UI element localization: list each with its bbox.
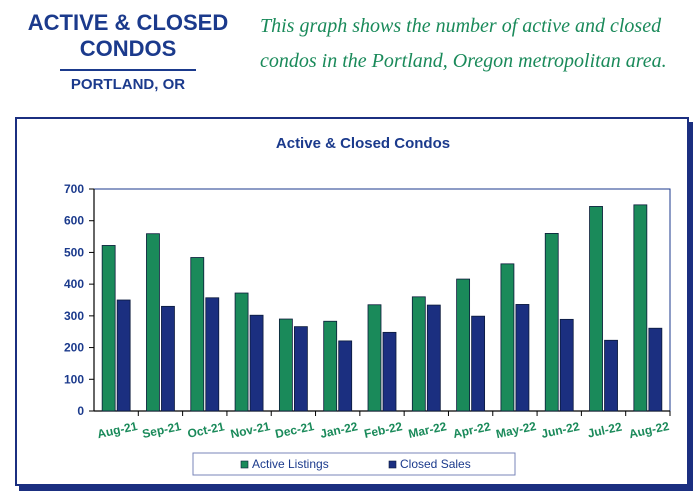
legend-closed-sales-swatch bbox=[388, 460, 397, 469]
x-tick-label: Feb-22 bbox=[363, 419, 404, 441]
bar-closed-sales bbox=[426, 304, 441, 412]
bar-closed-sales bbox=[604, 339, 618, 412]
x-tick-label: May-22 bbox=[495, 419, 538, 441]
bar-closed-sales bbox=[382, 331, 397, 412]
x-tick-label: Apr-22 bbox=[452, 419, 492, 441]
y-tick-label: 200 bbox=[64, 341, 84, 355]
bar-closed-sales bbox=[559, 318, 574, 412]
bar-closed-sales bbox=[205, 297, 220, 412]
page-title: ACTIVE & CLOSED CONDOS bbox=[27, 10, 229, 61]
bar-active-listings bbox=[456, 278, 471, 412]
bar-active-listings bbox=[101, 245, 116, 412]
plot-area bbox=[93, 188, 671, 412]
x-tick-label: Dec-21 bbox=[274, 419, 316, 441]
bar-active-listings bbox=[589, 206, 603, 412]
x-tick-label: Jun-22 bbox=[540, 419, 581, 441]
bar-active-listings bbox=[544, 233, 559, 412]
chart-bars bbox=[101, 204, 663, 412]
y-tick-label: 0 bbox=[77, 404, 84, 418]
legend-box bbox=[192, 452, 516, 476]
bar-active-listings bbox=[190, 257, 205, 412]
bar-active-listings bbox=[323, 320, 338, 412]
bar-closed-sales bbox=[161, 305, 175, 412]
x-tick-label: Jan-22 bbox=[319, 419, 359, 441]
chart-title: Active & Closed Condos bbox=[276, 135, 450, 152]
y-tick-label: 600 bbox=[64, 214, 84, 228]
bar-active-listings bbox=[278, 318, 293, 412]
bar-active-listings bbox=[146, 233, 160, 412]
chart-legend: Active Listings Closed Sales bbox=[192, 452, 516, 476]
bar-closed-sales bbox=[293, 326, 308, 412]
chart-frame: Active & Closed Condos 0 100 200 300 400 500 6… bbox=[15, 117, 689, 486]
x-tick-label: Aug-21 bbox=[96, 419, 139, 441]
x-tick-label: Jul-22 bbox=[586, 420, 623, 441]
y-tick-label: 700 bbox=[64, 182, 84, 196]
page-subtitle: PORTLAND, OR bbox=[70, 76, 186, 93]
bar-active-listings bbox=[500, 263, 515, 412]
x-tick-label: Nov-21 bbox=[229, 419, 271, 441]
title-divider bbox=[60, 69, 196, 71]
chart-description: This graph shows the number of active an… bbox=[260, 15, 667, 72]
y-tick-label: 300 bbox=[64, 309, 84, 323]
bar-chart: Active & Closed Condos 0 100 200 300 400 500 6… bbox=[64, 135, 671, 476]
y-tick-label: 400 bbox=[64, 277, 84, 291]
bar-active-listings bbox=[234, 292, 249, 412]
legend-closed-sales-label: Closed Sales bbox=[400, 457, 471, 471]
bar-closed-sales bbox=[515, 304, 530, 412]
bar-closed-sales bbox=[116, 299, 131, 412]
bar-active-listings bbox=[411, 296, 426, 412]
y-tick-label: 100 bbox=[64, 372, 84, 386]
bar-active-listings bbox=[633, 204, 648, 412]
legend-active-listings-label: Active Listings bbox=[252, 457, 329, 471]
chart-axes: 0 100 200 300 400 500 600 700 Aug-21 Sep-21 Oct-21… bbox=[64, 182, 671, 441]
bar-active-listings bbox=[367, 304, 382, 412]
y-tick-label: 500 bbox=[64, 245, 84, 259]
x-tick-label: Mar-22 bbox=[407, 419, 448, 441]
x-tick-label: Sep-21 bbox=[141, 419, 183, 441]
bar-closed-sales bbox=[648, 327, 663, 412]
legend-active-listings-swatch bbox=[240, 460, 249, 469]
bar-closed-sales bbox=[338, 340, 353, 412]
bar-closed-sales bbox=[471, 315, 486, 412]
bar-closed-sales bbox=[249, 314, 264, 412]
x-tick-label: Aug-22 bbox=[628, 419, 671, 441]
x-tick-label: Oct-21 bbox=[186, 419, 226, 441]
